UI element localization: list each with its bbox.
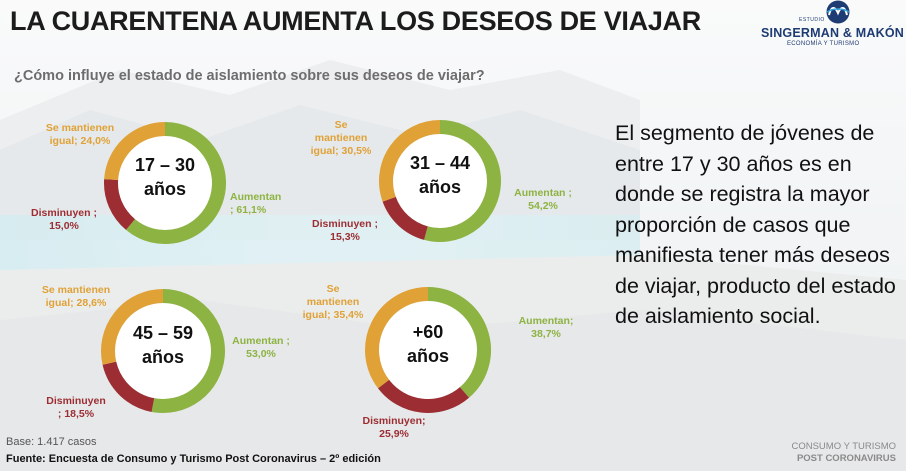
slice-label-disminuyen: Disminuyen; 25,9% [362, 415, 425, 440]
donut-chart-3: 45 – 59 años Aumentan ; 53,0% Disminuyen; 18… [42, 284, 290, 420]
slice-label-mantienen: Se mantienen igual; 35,4% [303, 283, 364, 321]
slice-aumentan [151, 289, 225, 413]
donut-hole [115, 303, 211, 399]
slice-label-aumentan: Aumentan; 38,7% [519, 315, 574, 340]
slice-mantienen [101, 289, 164, 365]
slice-label-aumentan: Aumentan ; 54,2% [514, 187, 572, 212]
slice-disminuyen [102, 361, 155, 412]
center-label: 31 – 44 [410, 153, 470, 173]
slice-label-aumentan: Aumentan; 61,1% [230, 191, 281, 216]
footer-brand: CONSUMO Y TURISMO POST CORONAVIRUS [791, 441, 896, 465]
page-subtitle: ¿Cómo influye el estado de aislamiento s… [14, 68, 485, 84]
donut-chart-1: 17 – 30 años Aumentan; 61,1% Disminuyen ; 15… [31, 122, 281, 244]
source-note: Fuente: Encuesta de Consumo y Turismo Po… [6, 453, 381, 465]
slice-aumentan [427, 287, 491, 398]
slice-label-disminuyen: Disminuyen ; 15,3% [312, 218, 378, 243]
center-label: años [142, 347, 184, 367]
donut-chart-2: 31 – 44 años Aumentan ; 54,2% Disminuyen ; 15… [311, 119, 572, 243]
slice-label-disminuyen: Disminuyen; 18,5% [46, 395, 106, 420]
logo-name: SINGERMAN & MAKÓN [761, 26, 904, 40]
footer-line1: CONSUMO Y TURISMO [791, 441, 896, 452]
center-label: 45 – 59 [133, 323, 193, 343]
center-label: años [407, 346, 449, 366]
slice-disminuyen [382, 196, 429, 240]
slice-disminuyen [104, 179, 136, 230]
center-label: 17 – 30 [135, 155, 195, 175]
donut-hole [393, 134, 487, 228]
slice-label-aumentan: Aumentan ; 53,0% [232, 335, 290, 360]
description-text: El segmento de jóvenes de entre 17 y 30 … [615, 121, 896, 328]
logo-tagline: ECONOMÍA Y TURISMO [787, 41, 860, 47]
slice-label-mantienen: Se mantienen igual; 24,0% [46, 122, 114, 147]
page-title: LA CUARENTENA AUMENTA LOS DESEOS DE VIAJ… [10, 6, 701, 36]
slice-label-mantienen: Se mantienen igual; 28,6% [42, 284, 110, 309]
center-label: años [419, 177, 461, 197]
donut-hole [379, 301, 477, 399]
slice-aumentan [126, 122, 226, 244]
sm-monogram-icon [826, 0, 850, 24]
slice-mantienen [379, 120, 441, 202]
company-logo: ESTUDIO SINGERMAN & MAKÓN ECONOMÍA Y TUR… [755, 0, 904, 52]
slice-label-disminuyen: Disminuyen ; 15,0% [31, 207, 97, 232]
slice-mantienen [365, 287, 429, 389]
slice-aumentan [424, 120, 501, 242]
center-label: años [144, 179, 186, 199]
footer-line2: POST CORONAVIRUS [796, 453, 896, 464]
slice-label-mantienen: Se mantienen igual; 30,5% [311, 119, 372, 157]
donut-hole [118, 136, 212, 230]
logo-estudio: ESTUDIO [799, 17, 825, 23]
donut-chart-4: +60 años Aumentan; 38,7% Disminuyen; 25,9% Se m… [303, 283, 574, 440]
base-note: Base: 1.417 casos [6, 436, 97, 448]
slice-disminuyen [377, 379, 470, 413]
center-label: +60 [413, 322, 444, 342]
slice-mantienen [104, 122, 166, 181]
